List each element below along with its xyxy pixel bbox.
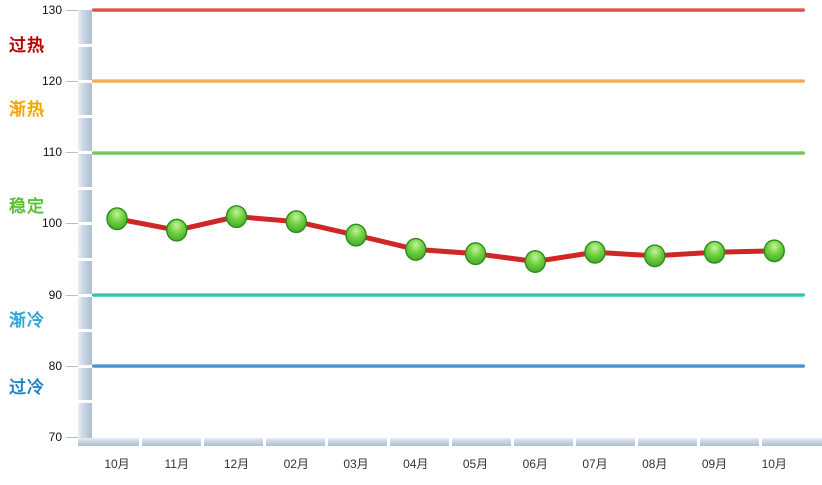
y-axis-bar-divider	[78, 44, 92, 48]
data-point-12[interactable]	[763, 239, 785, 263]
data-point-4[interactable]	[285, 210, 307, 234]
x-tick-label-1: 10月	[104, 457, 130, 471]
y-axis-tick	[66, 80, 78, 82]
x-tick-label-7: 05月	[462, 457, 489, 471]
y-tick-label-100: 100	[41, 216, 62, 231]
x-axis-bar-divider	[572, 438, 576, 446]
x-tick-label-5: 03月	[343, 457, 369, 471]
x-axis-bar-divider	[138, 438, 142, 446]
x-tick-label-2: 11月	[164, 457, 189, 471]
data-point-9[interactable]	[584, 240, 606, 264]
y-axis-tick	[66, 9, 78, 11]
x-axis-bar-divider	[696, 438, 700, 446]
data-point-10[interactable]	[644, 244, 666, 268]
y-axis-tick	[66, 437, 78, 438]
x-axis-bar-divider	[262, 438, 266, 446]
data-point-2[interactable]	[166, 218, 188, 242]
zone-label-4: 渐冷	[9, 310, 45, 330]
zone-label-3: 稳定	[9, 197, 45, 217]
y-axis-bar-divider	[78, 222, 92, 226]
y-tick-label-130: 130	[41, 2, 62, 17]
x-tick-label-10: 08月	[642, 457, 668, 471]
x-tick-label-9: 07月	[582, 457, 608, 471]
y-axis-bar-divider	[78, 364, 92, 368]
data-point-7[interactable]	[464, 242, 487, 266]
data-point-5[interactable]	[345, 223, 367, 247]
data-point-11[interactable]	[703, 240, 726, 264]
y-axis-bar-divider	[78, 151, 92, 154]
y-axis-tick	[66, 152, 78, 153]
zone-label-1: 过热	[9, 35, 45, 55]
y-tick-label-120: 120	[41, 73, 62, 88]
x-tick-label-3: 12月	[223, 457, 250, 471]
x-axis-bar-divider	[758, 438, 762, 446]
threshold-line-120	[92, 79, 805, 84]
x-axis-bar-divider	[448, 438, 452, 446]
x-axis-bar-divider	[386, 438, 390, 446]
threshold-line-90	[92, 293, 805, 297]
y-tick-label-80: 80	[48, 358, 62, 373]
data-point-1[interactable]	[106, 207, 128, 231]
x-axis-bar-divider	[634, 438, 638, 446]
y-axis-bar-divider	[78, 79, 92, 83]
x-axis-bar-divider	[510, 438, 514, 446]
zone-label-2: 渐热	[9, 100, 45, 120]
data-point-6[interactable]	[405, 237, 427, 261]
y-axis-tick	[66, 294, 78, 296]
y-axis-bar-divider	[78, 329, 92, 333]
y-tick-label-70: 70	[48, 430, 62, 444]
y-axis-bar-divider	[78, 257, 92, 261]
x-axis-bar-divider	[200, 438, 204, 446]
y-axis-bar-divider	[78, 115, 92, 119]
y-axis-bar-divider	[78, 293, 92, 297]
y-axis-bar	[78, 10, 92, 446]
y-axis-bar-divider	[78, 186, 92, 190]
y-tick-label-110: 110	[42, 145, 62, 159]
threshold-line-80	[92, 364, 805, 369]
x-tick-label-12: 10月	[761, 457, 787, 471]
data-point-3[interactable]	[225, 205, 248, 229]
threshold-line-110	[92, 150, 805, 155]
data-line	[114, 214, 777, 265]
x-tick-label-11: 09月	[701, 457, 728, 471]
y-tick-label-90: 90	[48, 287, 62, 302]
y-axis-bar-divider	[78, 400, 92, 404]
x-tick-label-8: 06月	[522, 457, 548, 471]
y-axis-tick	[66, 223, 78, 225]
data-point-8[interactable]	[524, 250, 546, 274]
x-axis-bar-divider	[324, 438, 328, 446]
zone-label-5: 过冷	[9, 377, 45, 397]
y-axis-tick	[66, 365, 78, 367]
x-tick-label-4: 02月	[283, 457, 309, 471]
threshold-line-130	[92, 8, 805, 12]
x-tick-label-6: 04月	[403, 457, 429, 471]
